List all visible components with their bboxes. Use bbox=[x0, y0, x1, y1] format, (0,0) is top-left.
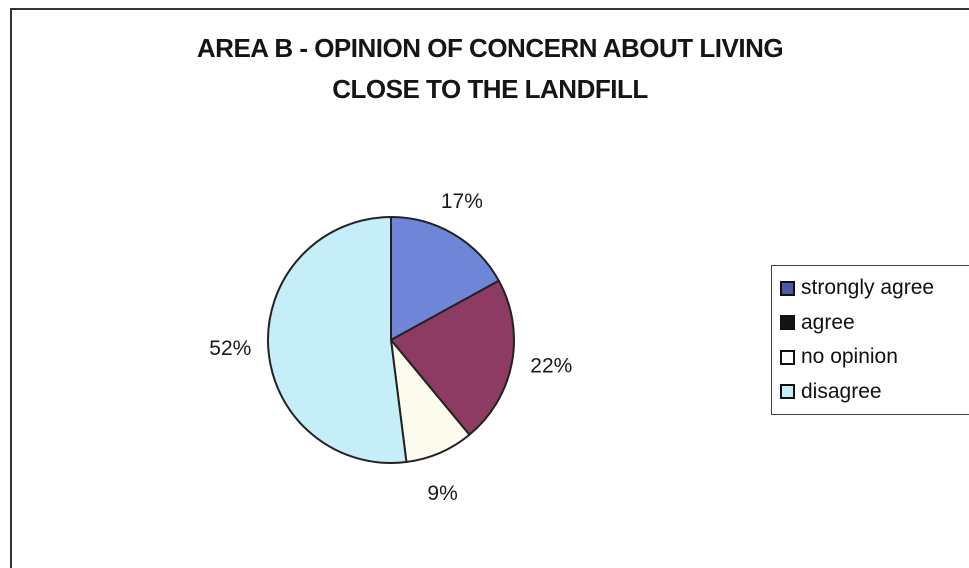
legend-swatch-disagree bbox=[780, 384, 795, 400]
legend-label-strongly-agree: strongly agree bbox=[801, 276, 935, 300]
pie-label-no-opinion: 9% bbox=[427, 482, 457, 505]
chart-legend: strongly agree agree no opinion disagree bbox=[771, 265, 969, 415]
pie-chart: 17% 22% 9% 52% bbox=[209, 190, 572, 505]
pie-slice-agree bbox=[390, 279, 515, 436]
legend-swatch-agree bbox=[780, 315, 795, 331]
pie-label-agree: 22% bbox=[530, 355, 572, 378]
pie-slice-disagree bbox=[267, 216, 408, 464]
legend-swatch-strongly-agree bbox=[780, 280, 795, 296]
chart-title-line-1: AREA B - OPINION OF CONCERN ABOUT LIVING bbox=[196, 33, 784, 63]
legend-item-no-opinion: no opinion bbox=[780, 340, 969, 375]
pie-label-strongly-agree: 17% bbox=[441, 190, 483, 213]
legend-label-disagree: disagree bbox=[801, 379, 882, 403]
legend-label-agree: agree bbox=[801, 310, 855, 334]
pie-slice-strongly-agree bbox=[390, 216, 500, 341]
legend-swatch-no-opinion bbox=[780, 349, 795, 365]
legend-item-strongly-agree: strongly agree bbox=[780, 271, 969, 306]
pie-label-disagree: 52% bbox=[209, 337, 251, 360]
legend-item-disagree: disagree bbox=[780, 375, 969, 410]
legend-item-agree: agree bbox=[780, 306, 969, 341]
chart-title-line-2: CLOSE TO THE LANDFILL bbox=[332, 74, 648, 104]
legend-label-no-opinion: no opinion bbox=[801, 345, 898, 369]
